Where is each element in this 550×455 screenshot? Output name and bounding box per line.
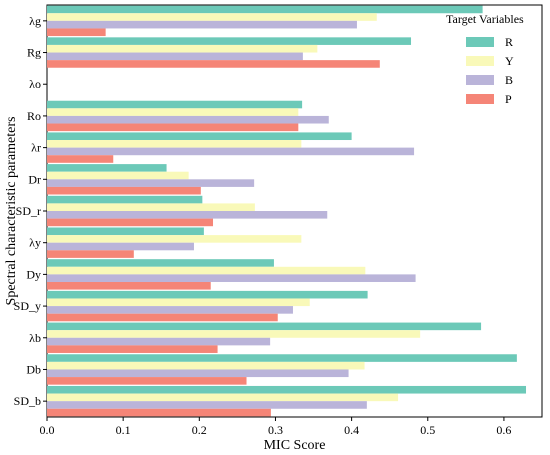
bar-B-7 bbox=[47, 242, 194, 251]
y-tick-label: SD_r bbox=[16, 204, 41, 218]
bar-B-5 bbox=[47, 179, 255, 187]
bar-Y-1 bbox=[47, 44, 318, 53]
y-tick-label: λg bbox=[29, 14, 41, 28]
bar-P-10 bbox=[47, 345, 218, 353]
x-tick-label: 0.4 bbox=[344, 423, 359, 437]
bar-B-10 bbox=[47, 337, 271, 346]
y-tick-label: SD_b bbox=[14, 394, 41, 408]
bar-Y-10 bbox=[47, 330, 421, 338]
bar-B-11 bbox=[47, 369, 349, 378]
bar-Y-8 bbox=[47, 266, 366, 275]
y-ticks-group: λg Rg λo Ro λr Dr SD_r λy Dy SD_y λb Db SD_b bbox=[14, 14, 47, 408]
bar-R-7 bbox=[47, 227, 204, 236]
legend-swatch-B bbox=[466, 75, 494, 85]
bar-R-8 bbox=[47, 259, 274, 267]
bar-P-1 bbox=[47, 60, 380, 68]
x-tick-label: 0.2 bbox=[192, 423, 207, 437]
y-tick-label: Dr bbox=[28, 172, 41, 186]
bar-Y-6 bbox=[47, 203, 255, 211]
bar-Y-9 bbox=[47, 298, 310, 307]
bar-R-0 bbox=[47, 5, 483, 14]
bar-B-9 bbox=[47, 306, 293, 314]
y-tick-label: λr bbox=[31, 141, 41, 155]
bars-group bbox=[47, 5, 527, 417]
y-tick-label: λy bbox=[29, 236, 41, 250]
y-tick-label: Dy bbox=[26, 267, 41, 281]
legend-label-R: R bbox=[505, 35, 513, 49]
bar-P-0 bbox=[47, 28, 106, 37]
bar-Y-4 bbox=[47, 140, 302, 148]
bar-R-9 bbox=[47, 290, 368, 299]
legend-label-B: B bbox=[505, 73, 513, 87]
bar-R-10 bbox=[47, 322, 482, 331]
legend-label-P: P bbox=[505, 92, 512, 106]
bar-B-6 bbox=[47, 211, 328, 219]
bar-Y-0 bbox=[47, 13, 377, 21]
bar-P-5 bbox=[47, 186, 201, 195]
bar-B-3 bbox=[47, 115, 329, 124]
bar-Y-5 bbox=[47, 171, 189, 180]
bar-R-3 bbox=[47, 100, 303, 109]
legend-swatch-P bbox=[466, 94, 494, 104]
bar-B-4 bbox=[47, 147, 415, 156]
bar-Y-11 bbox=[47, 361, 365, 370]
y-tick-label: λb bbox=[29, 331, 41, 345]
bar-R-6 bbox=[47, 195, 203, 204]
legend-title: Target Variables bbox=[446, 12, 524, 26]
bar-P-3 bbox=[47, 123, 299, 132]
bar-R-11 bbox=[47, 354, 517, 362]
x-axis-title: MIC Score bbox=[264, 438, 326, 453]
bar-R-12 bbox=[47, 385, 527, 394]
legend-swatch-Y bbox=[466, 56, 494, 66]
bar-P-4 bbox=[47, 155, 114, 163]
y-tick-label: λo bbox=[29, 77, 41, 91]
bar-B-12 bbox=[47, 401, 367, 409]
bar-P-12 bbox=[47, 408, 271, 417]
y-tick-label: Ro bbox=[27, 109, 41, 123]
bar-P-9 bbox=[47, 313, 278, 322]
y-axis-title: Spectral characteristic parameters bbox=[4, 117, 19, 306]
bar-Y-7 bbox=[47, 235, 302, 243]
x-tick-label: 0.5 bbox=[420, 423, 435, 437]
bar-B-0 bbox=[47, 20, 357, 29]
y-tick-label: Db bbox=[26, 362, 41, 376]
bar-P-6 bbox=[47, 218, 214, 227]
y-tick-label: SD_y bbox=[14, 299, 41, 313]
legend-label-Y: Y bbox=[505, 54, 514, 68]
x-tick-label: 0.0 bbox=[40, 423, 55, 437]
bar-P-11 bbox=[47, 377, 247, 385]
x-tick-label: 0.1 bbox=[116, 423, 131, 437]
bar-B-8 bbox=[47, 274, 416, 282]
bar-R-4 bbox=[47, 132, 352, 141]
x-tick-label: 0.6 bbox=[496, 423, 511, 437]
x-tick-label: 0.3 bbox=[268, 423, 283, 437]
bar-R-5 bbox=[47, 164, 167, 172]
bar-P-8 bbox=[47, 281, 211, 290]
x-ticks-group: 0.0 0.1 0.2 0.3 0.4 0.5 0.6 bbox=[40, 417, 511, 437]
bar-P-7 bbox=[47, 250, 134, 258]
bar-R-1 bbox=[47, 37, 412, 45]
bar-Y-12 bbox=[47, 393, 399, 402]
bar-B-1 bbox=[47, 52, 303, 61]
legend-swatch-R bbox=[466, 37, 494, 47]
y-tick-label: Rg bbox=[27, 46, 41, 60]
bar-Y-3 bbox=[47, 108, 299, 116]
